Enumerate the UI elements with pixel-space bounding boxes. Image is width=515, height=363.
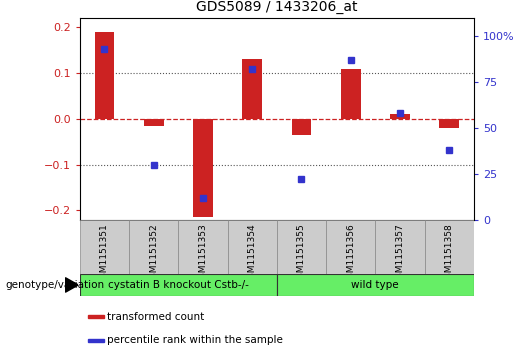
Bar [178, 220, 228, 274]
Bar [129, 220, 178, 274]
Bar [228, 220, 277, 274]
Text: genotype/variation: genotype/variation [5, 280, 104, 290]
Text: GSM1151353: GSM1151353 [198, 223, 208, 284]
Text: GSM1151355: GSM1151355 [297, 223, 306, 284]
Bar [277, 274, 474, 296]
Bar [88, 315, 104, 318]
Bar [277, 220, 326, 274]
Bar [88, 339, 104, 342]
Text: percentile rank within the sample: percentile rank within the sample [108, 335, 283, 345]
Text: GSM1151354: GSM1151354 [248, 223, 256, 284]
Bar [439, 119, 459, 128]
Text: GSM1151357: GSM1151357 [396, 223, 404, 284]
Polygon shape [65, 278, 78, 292]
Bar [144, 119, 164, 126]
Bar [243, 60, 262, 119]
Bar [375, 220, 424, 274]
Text: GSM1151352: GSM1151352 [149, 223, 158, 284]
Text: cystatin B knockout Cstb-/-: cystatin B knockout Cstb-/- [108, 280, 249, 290]
Bar [424, 220, 474, 274]
Text: transformed count: transformed count [108, 312, 204, 322]
Bar [326, 220, 375, 274]
Text: GSM1151358: GSM1151358 [444, 223, 454, 284]
Bar [341, 69, 360, 119]
Text: GSM1151356: GSM1151356 [346, 223, 355, 284]
Text: GSM1151351: GSM1151351 [100, 223, 109, 284]
Title: GDS5089 / 1433206_at: GDS5089 / 1433206_at [196, 0, 357, 15]
Bar [95, 32, 114, 119]
Bar [291, 119, 311, 135]
Text: wild type: wild type [352, 280, 399, 290]
Bar [193, 119, 213, 217]
Bar [80, 220, 129, 274]
Bar [390, 114, 410, 119]
Bar [80, 274, 277, 296]
